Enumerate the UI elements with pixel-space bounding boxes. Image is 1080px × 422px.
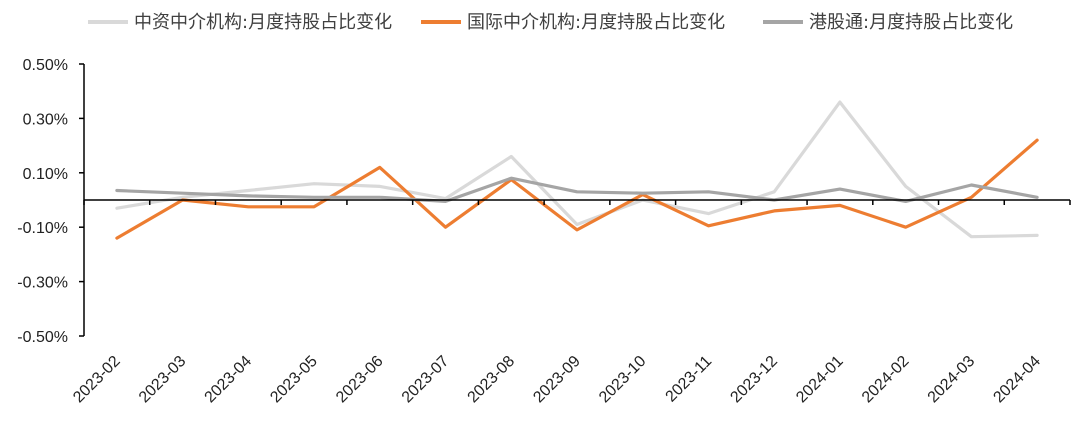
x-tick-label: 2023-03: [136, 353, 190, 407]
series-lines: [115, 100, 1039, 240]
x-tick-label: 2023-10: [596, 353, 650, 407]
legend: 中资中介机构:月度持股占比变化 国际中介机构:月度持股占比变化 港股通:月度持股占比…: [88, 12, 1013, 33]
x-tick-label: 2024-04: [990, 353, 1044, 407]
y-tick-label: 0.30%: [23, 111, 68, 128]
y-tick-label: -0.50%: [17, 329, 68, 346]
x-tick-label: 2023-02: [70, 353, 124, 407]
y-axis: -0.50% -0.30% -0.10% 0.10% 0.30% 0.50%: [17, 57, 85, 346]
legend-label-1: 中资中介机构:月度持股占比变化: [134, 12, 392, 33]
y-tick-label: -0.30%: [17, 275, 68, 292]
x-tick-label: 2023-06: [333, 353, 387, 407]
y-tick-label: -0.10%: [17, 220, 68, 237]
x-tick-label: 2023-05: [267, 353, 321, 407]
legend-label-2: 国际中介机构:月度持股占比变化: [467, 12, 725, 33]
x-tick-label: 2023-08: [465, 353, 519, 407]
x-axis: 2023-02 2023-03 2023-04 2023-05 2023-06 2023-…: [70, 199, 1071, 407]
legend-label-3: 港股通:月度持股占比变化: [809, 12, 1013, 33]
x-tick-label: 2023-07: [399, 353, 453, 407]
y-tick-label: 0.50%: [23, 57, 68, 74]
x-tick-label: 2024-03: [925, 353, 979, 407]
series-line-2: [115, 138, 1039, 240]
series-line-3: [115, 176, 1039, 203]
x-tick-label: 2023-11: [663, 353, 716, 406]
x-tick-label: 2023-09: [530, 353, 584, 407]
x-tick-label: 2024-02: [859, 353, 913, 407]
y-tick-label: 0.10%: [23, 166, 68, 183]
x-tick-label: 2023-04: [202, 353, 256, 407]
x-tick-label: 2024-01: [793, 353, 847, 407]
x-tick-label: 2023-12: [727, 353, 781, 407]
series-line-1: [115, 100, 1039, 239]
